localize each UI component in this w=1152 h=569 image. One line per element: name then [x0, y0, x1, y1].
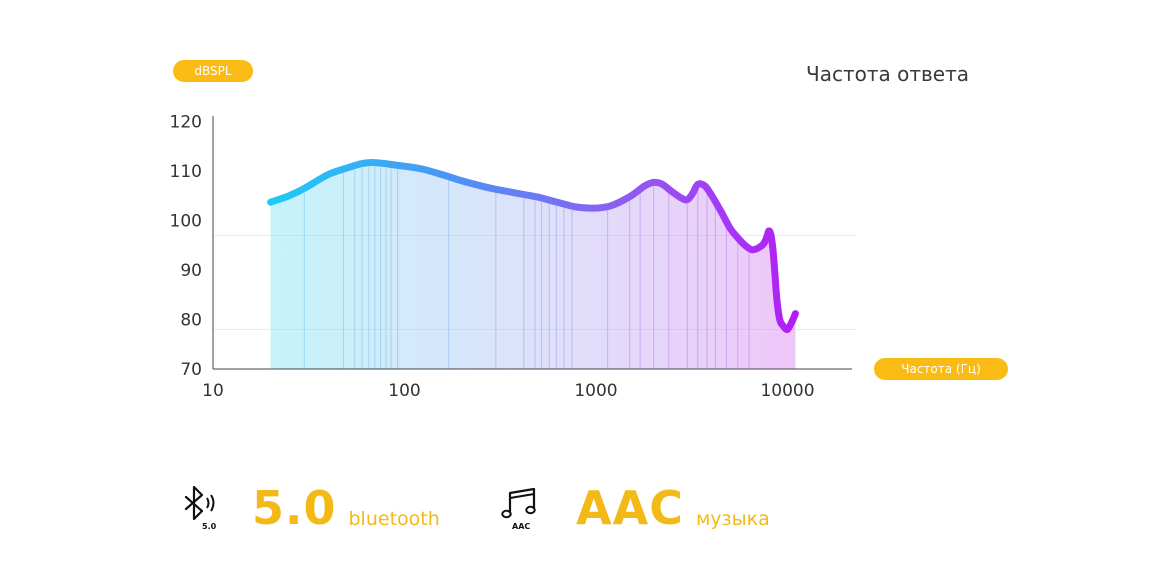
y-tick-label: 80: [180, 311, 202, 331]
response-curve: [267, 159, 799, 333]
bluetooth-icon: 5.0: [184, 485, 217, 531]
y-tick-label: 100: [170, 212, 202, 232]
bluetooth-label: bluetooth: [348, 508, 440, 530]
x-axis-label-badge: Частота (Гц): [874, 358, 1008, 380]
x-tick-label: 100: [388, 381, 420, 401]
y-axis-label-badge: dBSPL: [173, 60, 253, 82]
y-tick-label: 90: [180, 261, 202, 281]
chart-title: Частота ответа: [806, 62, 969, 86]
response-area: [270, 162, 796, 369]
y-tick-label: 120: [170, 113, 202, 133]
y-tick-label: 110: [170, 162, 202, 182]
x-tick-label: 1000: [574, 381, 617, 401]
bluetooth-version: 5.0: [252, 481, 337, 535]
bluetooth-icon-caption: 5.0: [202, 522, 217, 531]
aac-feature: AAC AAC музыка: [498, 478, 770, 538]
aac-icon-caption: AAC: [512, 522, 530, 531]
codec-label: музыка: [695, 508, 770, 530]
x-tick-label: 10: [202, 381, 224, 401]
codec-name: AAC: [576, 481, 684, 535]
y-tick-label: 70: [180, 360, 202, 380]
music-note-icon: AAC: [501, 487, 536, 531]
bluetooth-feature: 5.0 5.0 bluetooth: [180, 478, 440, 538]
x-tick-label: 10000: [760, 381, 814, 401]
